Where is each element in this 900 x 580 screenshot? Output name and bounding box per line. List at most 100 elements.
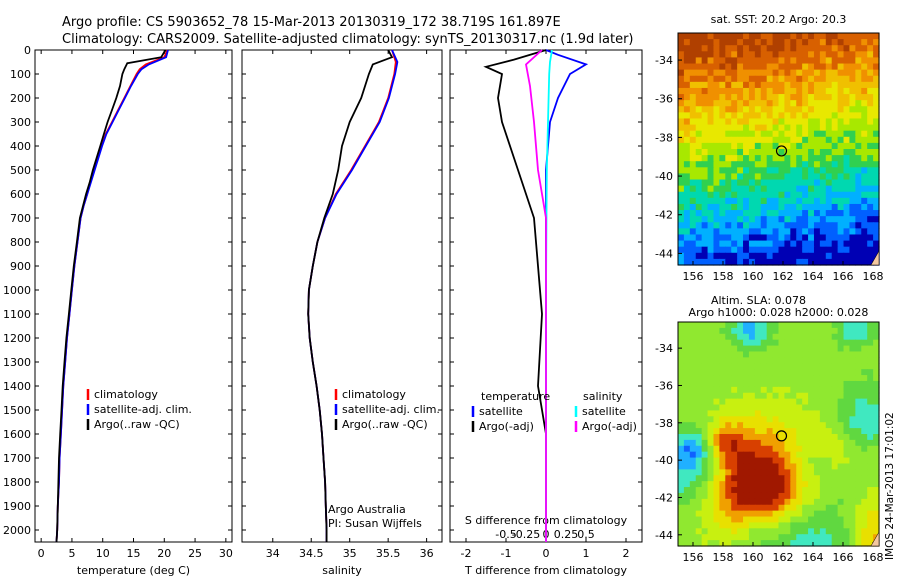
map-cell xyxy=(683,234,691,242)
map-cell xyxy=(748,57,756,65)
map-cell xyxy=(790,322,797,329)
map-cell xyxy=(683,142,691,150)
map-cell xyxy=(737,439,744,447)
map-cell xyxy=(837,57,845,65)
map-cell xyxy=(784,142,791,150)
map-cell xyxy=(855,33,862,40)
map-cell xyxy=(689,510,697,518)
map-cell xyxy=(808,222,815,229)
map-cell xyxy=(678,45,685,52)
map-cell xyxy=(772,100,780,107)
map-cell xyxy=(802,75,809,83)
map-cell xyxy=(837,112,845,120)
map-cell xyxy=(784,246,791,254)
map-cell xyxy=(796,100,803,107)
map-cell xyxy=(754,39,762,46)
map-cell xyxy=(743,106,750,113)
map-cell xyxy=(678,185,685,193)
map-cell xyxy=(825,179,833,187)
map-cell xyxy=(678,197,685,205)
map-cell xyxy=(778,258,786,266)
map-cell xyxy=(713,63,720,71)
map-cell xyxy=(678,380,685,388)
map-cell xyxy=(873,130,880,138)
map-cell xyxy=(849,327,856,335)
map-cell xyxy=(802,118,809,126)
map-cell xyxy=(772,528,780,535)
map-cell xyxy=(843,124,851,132)
map-cell xyxy=(713,351,720,358)
map-cell xyxy=(701,258,709,266)
map-cell xyxy=(766,386,774,394)
map-cell xyxy=(678,410,685,417)
map-cell xyxy=(837,45,845,52)
map-cell xyxy=(778,322,786,329)
map-cell xyxy=(831,234,839,242)
map-cell xyxy=(707,203,715,211)
map-cell xyxy=(802,51,809,59)
map-cell xyxy=(849,51,856,59)
map-cell xyxy=(837,463,845,470)
map-cell xyxy=(849,75,856,83)
map-cell xyxy=(725,87,732,95)
map-cell xyxy=(725,487,732,494)
map-cell xyxy=(731,540,738,547)
map-cell xyxy=(825,375,833,382)
map-cell xyxy=(731,404,738,412)
map-cell xyxy=(843,416,851,423)
map-cell xyxy=(825,463,833,470)
map-cell xyxy=(861,203,868,211)
map-cell xyxy=(784,179,791,187)
map-cell xyxy=(701,155,709,162)
x-tick-label: 0 xyxy=(543,547,550,560)
map-cell xyxy=(843,487,851,494)
map-cell xyxy=(873,410,880,417)
map-cell xyxy=(731,469,738,476)
map-cell xyxy=(731,81,738,89)
map-cell xyxy=(725,246,732,254)
depth-tick-label: 1100 xyxy=(3,308,31,321)
map-cell xyxy=(766,106,774,113)
map-cell xyxy=(766,534,774,541)
map-cell xyxy=(689,63,697,71)
map-cell xyxy=(802,375,809,382)
depth-tick-label: 300 xyxy=(10,116,31,129)
map-cell xyxy=(748,540,756,547)
map-cell xyxy=(831,222,839,229)
map-cell xyxy=(855,481,862,488)
map-cell xyxy=(831,528,839,535)
map-cell xyxy=(843,327,851,335)
map-cell xyxy=(825,333,833,341)
map-cell xyxy=(689,534,697,541)
map-cell xyxy=(766,540,774,547)
map-cell xyxy=(819,124,827,132)
depth-tick-label: 1200 xyxy=(3,332,31,345)
map-cell xyxy=(701,142,709,150)
map-cell xyxy=(678,463,685,470)
map-cell xyxy=(678,210,685,217)
map-cell xyxy=(743,487,750,494)
map-cell xyxy=(719,369,726,376)
map-cell xyxy=(707,386,715,394)
map-cell xyxy=(808,216,815,223)
map-cell xyxy=(689,475,697,482)
map-cell xyxy=(837,457,845,465)
map-cell xyxy=(683,197,691,205)
map-cell xyxy=(754,475,762,482)
map-cell xyxy=(813,173,821,181)
map-cell xyxy=(766,258,774,266)
map-cell xyxy=(760,203,768,211)
map-cell xyxy=(861,392,868,400)
map-cell xyxy=(719,487,726,494)
map-cell xyxy=(843,380,851,388)
map-cell xyxy=(695,463,703,470)
map-cell xyxy=(731,534,738,541)
map-cell xyxy=(701,439,709,447)
map-cell xyxy=(760,439,768,447)
map-cell xyxy=(743,51,750,59)
map-cell xyxy=(802,161,809,168)
map-cell xyxy=(831,69,839,77)
map-cell xyxy=(701,210,709,217)
depth-tick-label: 2000 xyxy=(3,524,31,537)
map-cell xyxy=(825,434,833,441)
